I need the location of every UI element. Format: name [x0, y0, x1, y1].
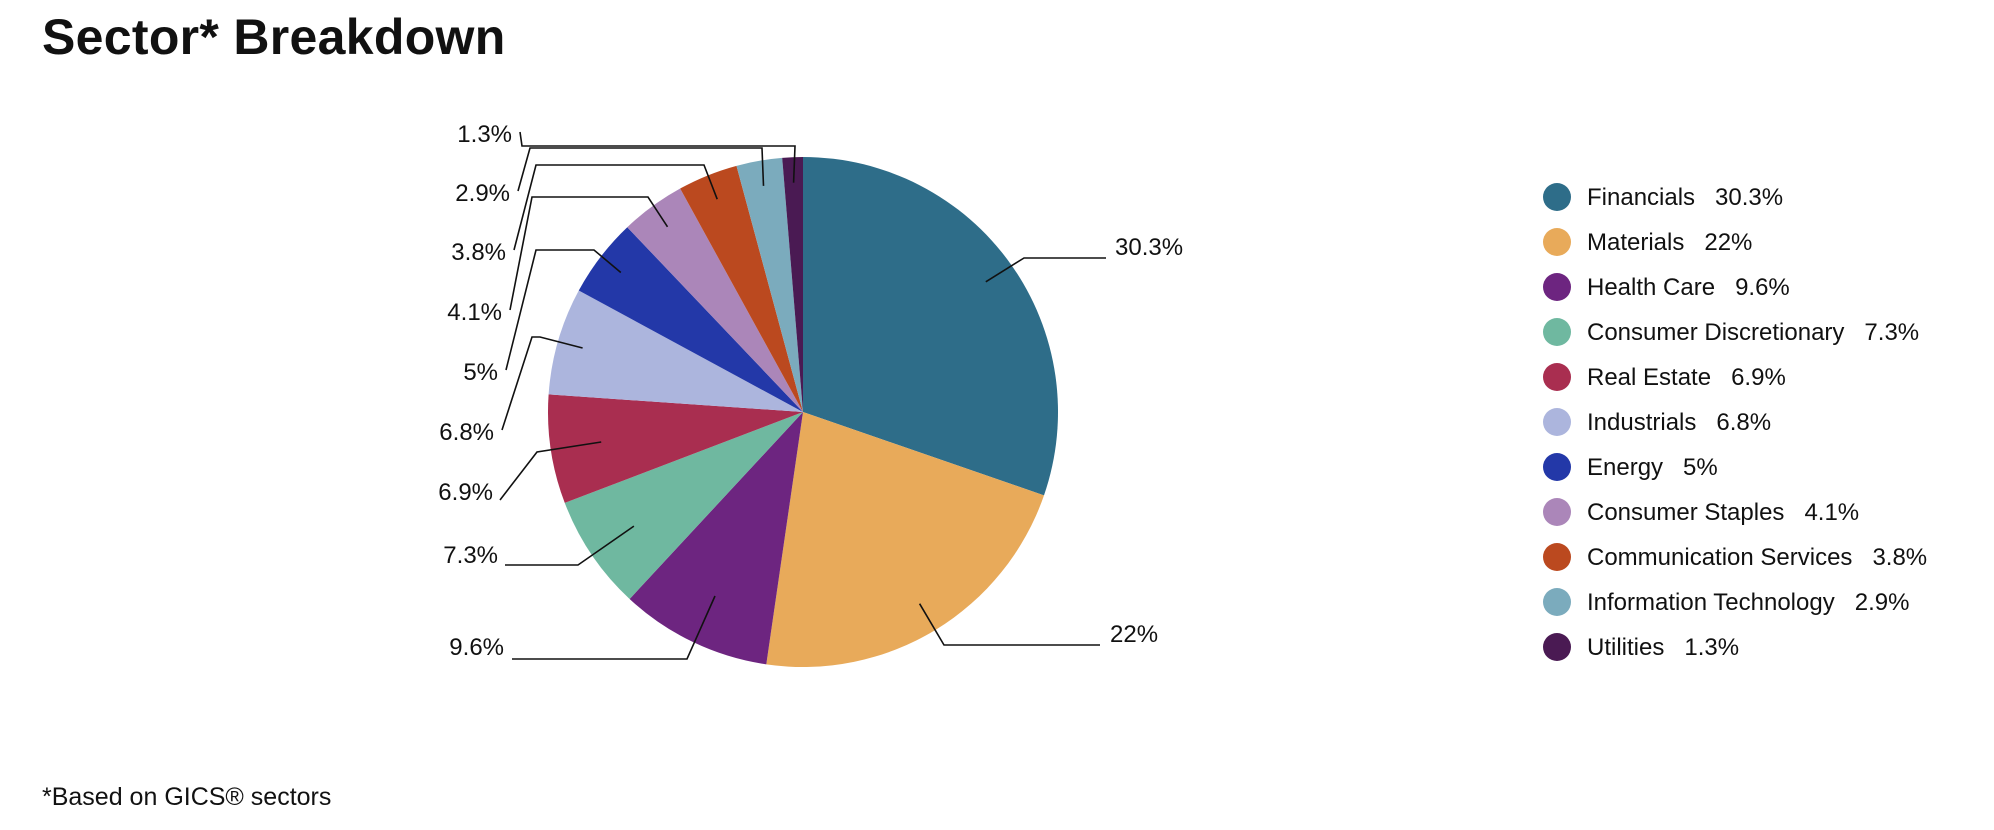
- slice-information-technology: [736, 157, 803, 412]
- legend-item-information-technology: Information Technology 2.9%: [1587, 589, 1909, 616]
- slice-utilities: [782, 157, 803, 412]
- slice-consumer-discretionary: [564, 412, 803, 599]
- legend-item-health-care: Health Care 9.6%: [1587, 274, 1790, 301]
- slice-financials: [803, 157, 1059, 496]
- legend-swatch-real-estate: [1543, 363, 1571, 391]
- leader-financials: [985, 257, 1106, 283]
- legend-label: Industrials: [1587, 409, 1696, 436]
- leader-communication-services: [513, 164, 718, 251]
- legend-value: 9.6%: [1735, 274, 1790, 301]
- legend-value: 4.1%: [1804, 499, 1859, 526]
- legend-swatch-communication-services: [1543, 543, 1571, 571]
- legend-swatch-consumer-staples: [1543, 498, 1571, 526]
- legend-swatch-consumer-discretionary: [1543, 318, 1571, 346]
- slice-industrials: [548, 290, 803, 412]
- legend-label: Health Care: [1587, 274, 1715, 301]
- legend-label: Consumer Discretionary: [1587, 319, 1844, 346]
- legend: Financials 30.3% Materials 22% Health Care 9.…: [1543, 183, 1927, 661]
- legend-value: 3.8%: [1872, 544, 1927, 571]
- legend-item-energy: Energy 5%: [1587, 454, 1718, 481]
- label-materials: 22%: [1110, 621, 1158, 648]
- legend-item-materials: Materials 22%: [1587, 229, 1752, 256]
- label-communication-services: 3.8%: [451, 239, 506, 266]
- legend-value: 2.9%: [1855, 589, 1910, 616]
- legend-item-financials: Financials 30.3%: [1587, 184, 1783, 211]
- slice-materials: [766, 412, 1044, 667]
- leader-industrials: [501, 336, 583, 431]
- legend-label: Financials: [1587, 184, 1695, 211]
- legend-swatch-financials: [1543, 183, 1571, 211]
- legend-label: Materials: [1587, 229, 1684, 256]
- label-utilities: 1.3%: [457, 121, 512, 148]
- legend-item-consumer-discretionary: Consumer Discretionary 7.3%: [1587, 319, 1919, 346]
- legend-label: Communication Services: [1587, 544, 1852, 571]
- leader-real-estate: [499, 441, 602, 501]
- legend-item-real-estate: Real Estate 6.9%: [1587, 364, 1786, 391]
- label-information-technology: 2.9%: [455, 180, 510, 207]
- legend-value: 1.3%: [1684, 634, 1739, 661]
- leader-energy: [505, 249, 622, 371]
- legend-item-consumer-staples: Consumer Staples 4.1%: [1587, 499, 1859, 526]
- legend-swatch-industrials: [1543, 408, 1571, 436]
- legend-label: Consumer Staples: [1587, 499, 1784, 526]
- legend-value: 6.9%: [1731, 364, 1786, 391]
- label-health-care: 9.6%: [449, 634, 504, 661]
- legend-label: Information Technology: [1587, 589, 1835, 616]
- slice-consumer-staples: [627, 188, 803, 412]
- legend-value: 6.8%: [1716, 409, 1771, 436]
- footnote: *Based on GICS® sectors: [42, 783, 332, 811]
- chart-title: Sector* Breakdown: [42, 9, 506, 65]
- leader-utilities: [519, 131, 796, 183]
- legend-swatch-utilities: [1543, 633, 1571, 661]
- label-industrials: 6.8%: [439, 419, 494, 446]
- legend-swatch-information-technology: [1543, 588, 1571, 616]
- legend-value: 22%: [1704, 229, 1752, 256]
- legend-item-industrials: Industrials 6.8%: [1587, 409, 1771, 436]
- label-financials: 30.3%: [1115, 234, 1183, 261]
- legend-label: Real Estate: [1587, 364, 1711, 391]
- slice-real-estate: [548, 394, 803, 503]
- legend-label: Utilities: [1587, 634, 1664, 661]
- slice-communication-services: [680, 165, 803, 412]
- legend-value: 5%: [1683, 454, 1718, 481]
- pie-slices: [548, 157, 1059, 667]
- legend-item-utilities: Utilities 1.3%: [1587, 634, 1739, 661]
- legend-item-communication-services: Communication Services 3.8%: [1587, 544, 1927, 571]
- slice-labels: 30.3% 22% 9.6% 7.3% 6.9% 6.8% 5% 4.1% 3.8% 2.9% 1.…: [438, 121, 1183, 661]
- legend-swatch-materials: [1543, 228, 1571, 256]
- slice-energy: [578, 227, 803, 412]
- slice-health-care: [629, 412, 803, 665]
- label-consumer-discretionary: 7.3%: [443, 542, 498, 569]
- leader-materials: [918, 603, 1100, 646]
- leader-health-care: [512, 595, 716, 660]
- legend-label: Energy: [1587, 454, 1663, 481]
- leader-information-technology: [517, 147, 765, 192]
- legend-swatch-health-care: [1543, 273, 1571, 301]
- label-consumer-staples: 4.1%: [447, 299, 502, 326]
- label-energy: 5%: [463, 359, 498, 386]
- legend-value: 30.3%: [1715, 184, 1783, 211]
- legend-swatch-energy: [1543, 453, 1571, 481]
- legend-value: 7.3%: [1864, 319, 1919, 346]
- label-real-estate: 6.9%: [438, 479, 493, 506]
- leader-consumer-staples: [509, 196, 669, 311]
- leader-consumer-discretionary: [505, 525, 635, 566]
- label-leader-lines: [499, 131, 1106, 660]
